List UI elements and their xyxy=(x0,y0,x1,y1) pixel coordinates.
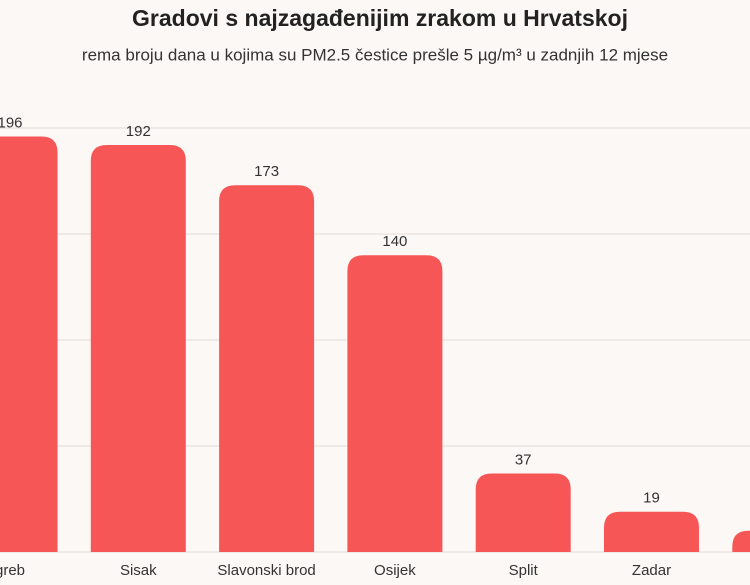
bar xyxy=(604,511,699,552)
value-label: 196 xyxy=(0,114,23,131)
x-tick-label: Osijek xyxy=(374,562,416,579)
x-tick-label: Split xyxy=(509,562,539,579)
value-label: 192 xyxy=(126,123,151,140)
chart-subtitle: rema broju dana u kojima su PM2.5 čestic… xyxy=(82,45,668,64)
bar xyxy=(219,185,315,553)
x-tick-label: Sisak xyxy=(120,562,157,579)
bar xyxy=(90,144,186,552)
value-label: 140 xyxy=(382,233,407,250)
bar xyxy=(732,530,750,552)
bar xyxy=(475,473,571,552)
value-label: 173 xyxy=(254,163,279,180)
x-tick-label: greb xyxy=(0,562,25,579)
value-label: 19 xyxy=(643,490,660,507)
chart-title: Gradovi s najzagađenijim zrakom u Hrvats… xyxy=(132,5,628,31)
bar xyxy=(0,136,58,552)
bar xyxy=(347,255,443,552)
x-tick-label: Zadar xyxy=(632,562,671,579)
value-label: 37 xyxy=(515,452,532,469)
x-tick-label: Slavonski brod xyxy=(217,562,315,579)
